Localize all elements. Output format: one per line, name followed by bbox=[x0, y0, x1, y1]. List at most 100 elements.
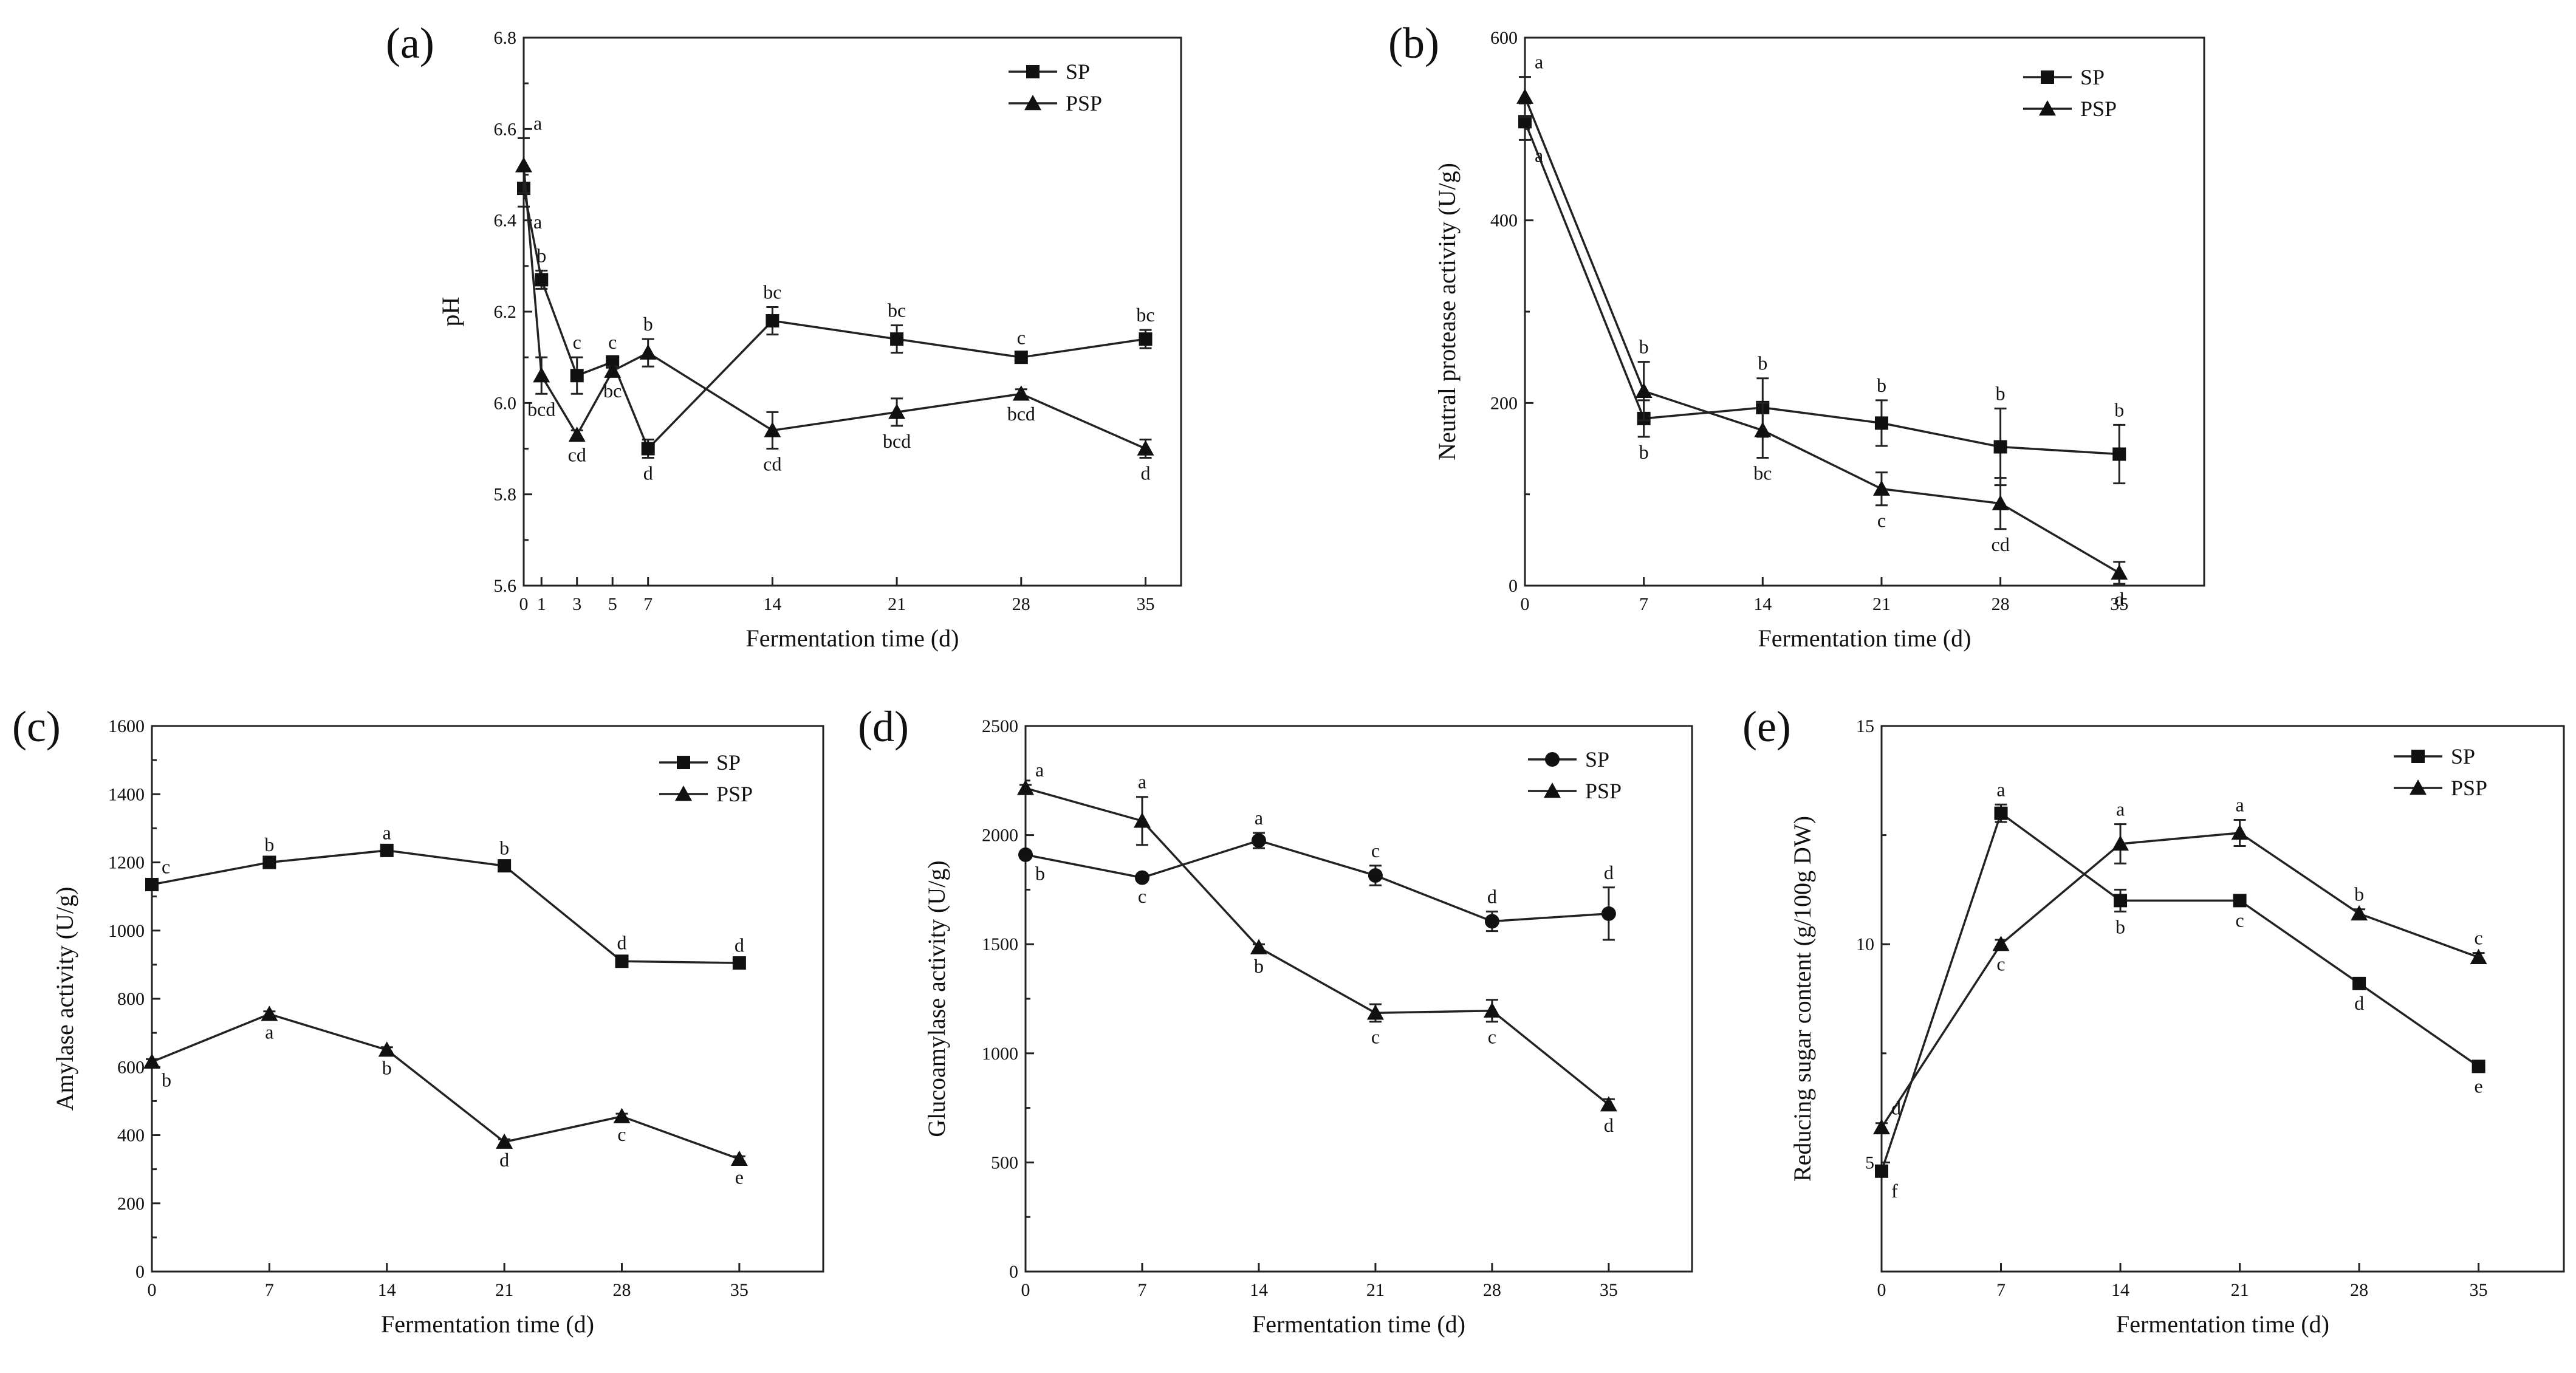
plot-frame bbox=[522, 36, 1182, 587]
x-tick-label: 0 bbox=[1521, 594, 1530, 614]
x-tick-label: 35 bbox=[1600, 1280, 1618, 1300]
y-tick-label: 400 bbox=[1490, 211, 1518, 231]
significance-label: bcd bbox=[527, 398, 555, 420]
significance-label: bcd bbox=[883, 430, 911, 452]
x-tick-label: 0 bbox=[1021, 1280, 1030, 1300]
significance-label: b bbox=[2354, 883, 2364, 905]
significance-label: b bbox=[1877, 374, 1886, 396]
significance-label: d bbox=[1141, 462, 1151, 484]
data-point-psp bbox=[2231, 824, 2249, 840]
significance-label: b bbox=[1035, 862, 1045, 884]
y-tick-label: 600 bbox=[1490, 28, 1518, 48]
data-point-psp bbox=[1017, 779, 1034, 795]
series-line-sp bbox=[151, 849, 739, 964]
x-tick-label: 35 bbox=[730, 1280, 748, 1300]
significance-label: c bbox=[573, 331, 581, 353]
x-tick-label: 21 bbox=[2231, 1280, 2249, 1300]
data-point-sp bbox=[1518, 115, 1532, 129]
significance-label: cd bbox=[1991, 533, 2009, 555]
x-tick-label: 35 bbox=[2110, 594, 2128, 614]
legend-marker-sp bbox=[2411, 750, 2425, 763]
significance-label: c bbox=[1138, 885, 1146, 907]
legend-label-psp: PSP bbox=[1585, 779, 1622, 803]
data-point-psp bbox=[1516, 88, 1533, 104]
significance-label: b bbox=[1758, 352, 1767, 374]
significance-label: bc bbox=[603, 380, 622, 402]
y-tick-label: 800 bbox=[117, 989, 145, 1009]
significance-label: c bbox=[608, 331, 617, 353]
significance-label: d bbox=[617, 932, 627, 954]
y-tick-label: 200 bbox=[1490, 393, 1518, 413]
data-point-psp bbox=[1754, 422, 1772, 437]
data-point-sp bbox=[1134, 870, 1149, 885]
significance-label: a bbox=[1535, 144, 1543, 166]
y-tick-label: 5.6 bbox=[494, 576, 517, 596]
data-point-psp bbox=[1483, 1002, 1501, 1018]
chart-panel-2: 0 200 400 600 0 7 14 21 28 35 Fermentation time (d… bbox=[1388, 19, 2205, 652]
x-tick-label: 0 bbox=[148, 1280, 157, 1300]
data-point-sp bbox=[1368, 868, 1383, 883]
significance-label: e bbox=[735, 1166, 744, 1188]
series-line-sp bbox=[1524, 121, 2120, 456]
significance-label: d bbox=[643, 462, 653, 484]
significance-label: a bbox=[1255, 807, 1263, 829]
x-tick-label: 0 bbox=[519, 594, 529, 614]
significance-label: c bbox=[2475, 927, 2483, 949]
x-tick-label: 14 bbox=[378, 1280, 396, 1300]
x-tick-label: 7 bbox=[643, 594, 653, 614]
legend-marker-psp bbox=[675, 786, 692, 801]
x-tick-label: 28 bbox=[1012, 594, 1030, 614]
data-point-sp bbox=[2472, 1060, 2485, 1073]
x-tick-label: 35 bbox=[2470, 1280, 2488, 1300]
data-point-psp bbox=[1992, 495, 2009, 510]
significance-label: a bbox=[265, 1021, 273, 1043]
data-point-sp bbox=[1874, 416, 1888, 430]
y-tick-label: 6.6 bbox=[494, 119, 517, 139]
y-tick-label: 1400 bbox=[108, 784, 145, 804]
data-point-psp bbox=[1137, 440, 1154, 456]
legend-marker-sp bbox=[1545, 752, 1560, 767]
series-line-psp bbox=[522, 165, 1146, 450]
significance-label: b bbox=[643, 313, 653, 335]
x-tick-label: 14 bbox=[1250, 1280, 1268, 1300]
panel-label: (e) bbox=[1742, 702, 1791, 751]
significance-label: c bbox=[1017, 327, 1026, 349]
series-line-psp bbox=[151, 1013, 740, 1160]
data-point-psp bbox=[1250, 939, 1267, 954]
significance-label: f bbox=[1891, 1180, 1898, 1202]
x-tick-label: 3 bbox=[572, 594, 581, 614]
panel-label: (d) bbox=[858, 702, 909, 751]
data-point-psp bbox=[1873, 1118, 1890, 1135]
significance-label: b bbox=[264, 834, 274, 855]
data-point-sp bbox=[1251, 833, 1266, 848]
significance-label: c bbox=[2235, 909, 2244, 931]
y-tick-label: 15 bbox=[1856, 716, 1874, 736]
data-point-psp bbox=[1600, 1096, 1617, 1112]
legend-marker-psp bbox=[1544, 782, 1561, 798]
x-tick-label: 14 bbox=[2111, 1280, 2129, 1300]
significance-label: a bbox=[1996, 778, 2005, 800]
y-tick-label: 400 bbox=[117, 1126, 145, 1146]
significance-label: cd bbox=[763, 453, 781, 475]
data-point-psp bbox=[764, 422, 781, 437]
legend-marker-psp bbox=[2039, 100, 2056, 116]
x-axis-label: Fermentation time (d) bbox=[1758, 625, 1971, 652]
y-tick-label: 5.8 bbox=[494, 485, 517, 505]
data-point-psp bbox=[613, 1108, 631, 1123]
y-tick-label: 5 bbox=[1865, 1152, 1874, 1173]
x-tick-label: 1 bbox=[537, 594, 546, 614]
panel-label: (b) bbox=[1388, 19, 1439, 67]
data-point-sp bbox=[145, 877, 159, 891]
y-tick-label: 500 bbox=[991, 1152, 1018, 1173]
panel-label: (c) bbox=[12, 702, 61, 751]
significance-label: c bbox=[617, 1123, 626, 1145]
x-tick-label: 0 bbox=[1877, 1280, 1886, 1300]
data-point-sp bbox=[1994, 806, 2008, 820]
significance-label: a bbox=[533, 211, 542, 233]
x-tick-label: 35 bbox=[1137, 594, 1155, 614]
y-tick-label: 1200 bbox=[108, 853, 145, 873]
data-point-sp bbox=[262, 855, 276, 869]
data-point-psp bbox=[1635, 382, 1653, 398]
data-point-psp bbox=[1012, 385, 1030, 401]
significance-label: c bbox=[1877, 510, 1886, 532]
